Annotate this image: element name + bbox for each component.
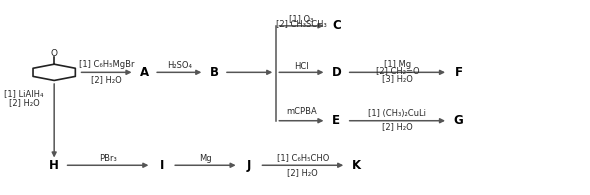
Text: [2] H₂O: [2] H₂O xyxy=(91,75,122,84)
Text: [1] O₃: [1] O₃ xyxy=(289,14,313,23)
Text: [1] LiAlH₄: [1] LiAlH₄ xyxy=(4,90,44,98)
Text: PBr₃: PBr₃ xyxy=(99,154,117,163)
Text: [1] C₆H₅MgBr: [1] C₆H₅MgBr xyxy=(79,60,135,69)
Text: [1] (CH₃)₂CuLi: [1] (CH₃)₂CuLi xyxy=(368,109,427,118)
Text: I: I xyxy=(159,159,164,172)
Text: B: B xyxy=(209,66,219,79)
Text: Mg: Mg xyxy=(199,154,212,163)
Text: [3] H₂O: [3] H₂O xyxy=(382,74,413,83)
Text: H₂SO₄: H₂SO₄ xyxy=(167,61,192,70)
Text: K: K xyxy=(352,159,361,172)
Text: H: H xyxy=(49,159,59,172)
Text: E: E xyxy=(332,114,340,127)
Text: [1] Mg: [1] Mg xyxy=(384,60,411,69)
Text: [1] C₆H₅CHO: [1] C₆H₅CHO xyxy=(277,153,329,162)
Text: F: F xyxy=(454,66,463,79)
Text: [2] H₂O: [2] H₂O xyxy=(287,168,318,177)
Text: A: A xyxy=(140,66,149,79)
Text: HCl: HCl xyxy=(294,62,309,71)
Text: [2] CH₂=O: [2] CH₂=O xyxy=(376,66,419,75)
Text: D: D xyxy=(332,66,341,79)
Text: mCPBA: mCPBA xyxy=(286,106,317,116)
Text: C: C xyxy=(332,19,340,32)
Text: [2] CH₃SCH₃: [2] CH₃SCH₃ xyxy=(276,19,327,28)
Text: O: O xyxy=(51,49,58,58)
Text: [2] H₂O: [2] H₂O xyxy=(382,122,413,131)
Text: [2] H₂O: [2] H₂O xyxy=(8,98,40,107)
Text: J: J xyxy=(247,159,251,172)
Text: G: G xyxy=(454,114,463,127)
